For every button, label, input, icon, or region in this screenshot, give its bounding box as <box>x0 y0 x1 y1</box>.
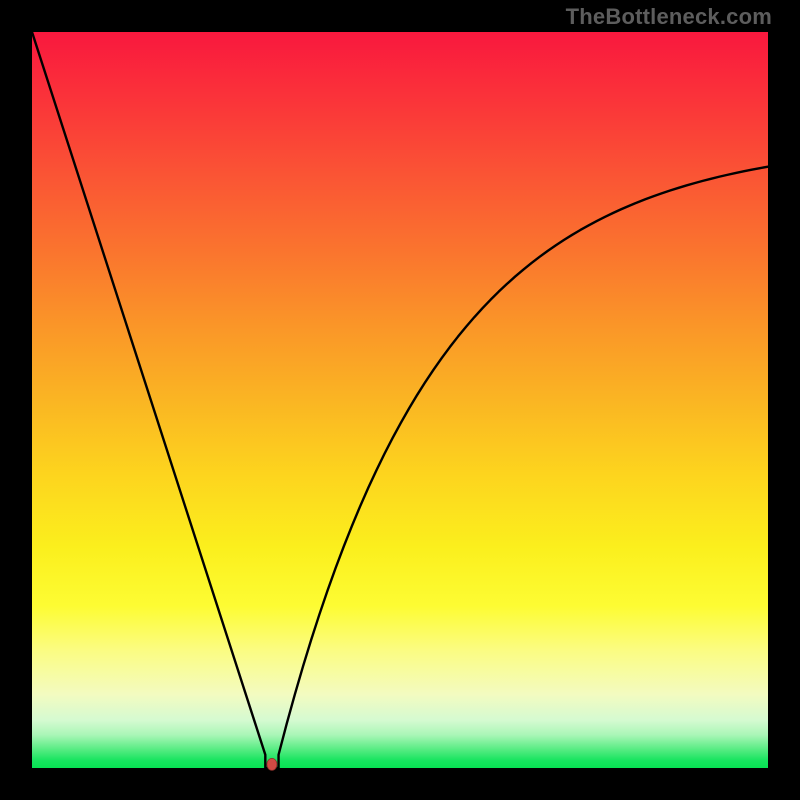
bottleneck-chart <box>0 0 800 800</box>
optimum-marker <box>267 758 277 770</box>
chart-container: TheBottleneck.com <box>0 0 800 800</box>
watermark-text: TheBottleneck.com <box>566 4 772 30</box>
plot-background <box>32 32 768 768</box>
